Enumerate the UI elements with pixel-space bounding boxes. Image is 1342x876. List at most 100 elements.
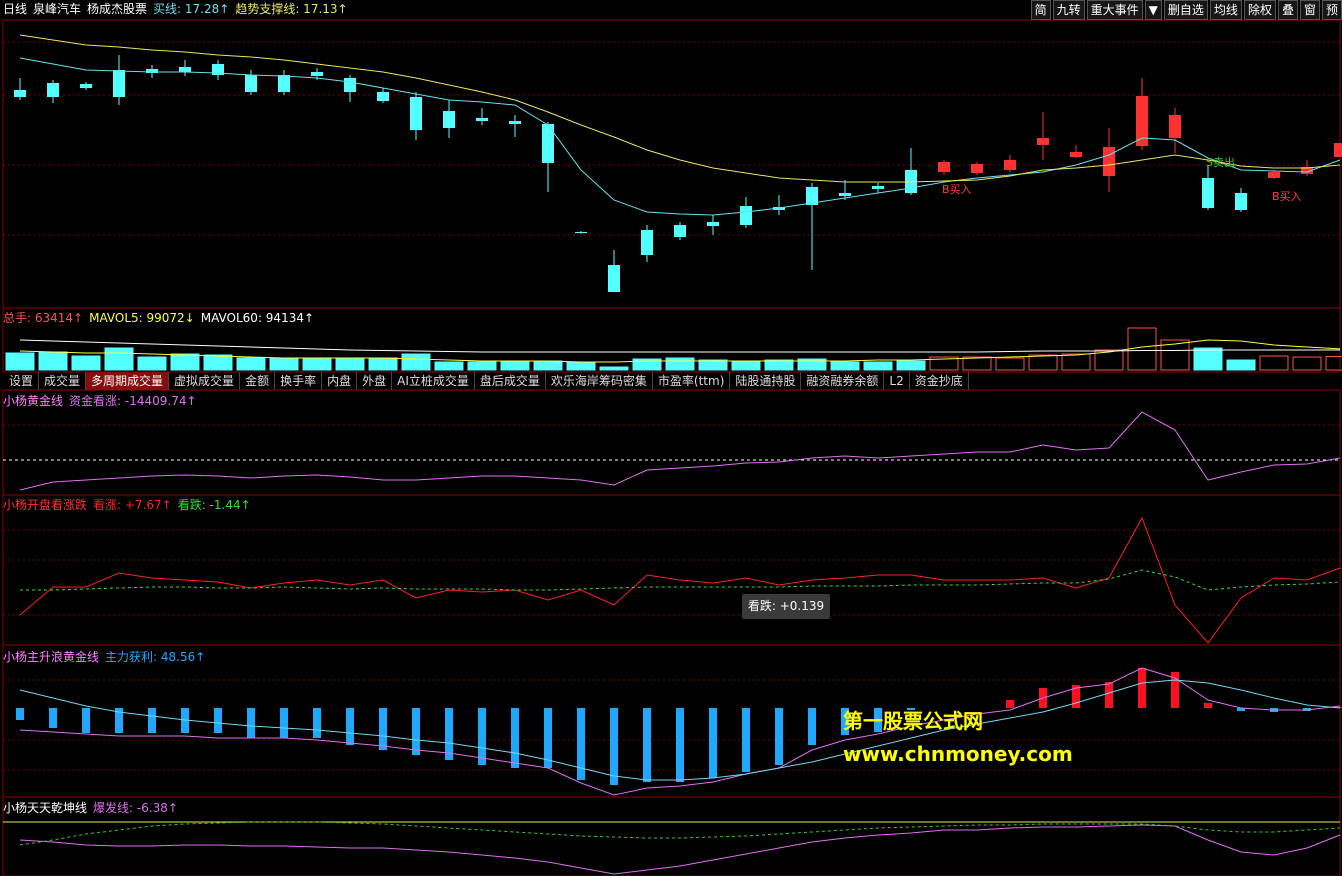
tab[interactable]: 盘后成交量 bbox=[475, 372, 546, 390]
toolbar-button[interactable]: 除权 bbox=[1243, 0, 1276, 20]
series-line bbox=[19, 824, 1341, 875]
legend-entry: 看跌: -1.44↑ bbox=[177, 498, 251, 512]
volume-bar bbox=[170, 353, 200, 371]
volume-bar bbox=[38, 351, 68, 371]
column-bar bbox=[676, 708, 684, 782]
candle-body bbox=[806, 187, 818, 205]
candle-body bbox=[278, 75, 290, 92]
toolbar-button[interactable]: 均线 bbox=[1209, 0, 1242, 20]
panel-frame bbox=[2, 307, 1341, 373]
volume-bar bbox=[236, 357, 266, 371]
tab[interactable]: AI立桩成交量 bbox=[392, 372, 475, 390]
toolbar-button[interactable]: 叠 bbox=[1277, 0, 1298, 20]
column-bar bbox=[610, 708, 618, 785]
volume-bar bbox=[1325, 356, 1342, 371]
candle-body bbox=[509, 121, 521, 124]
tab[interactable]: 市盈率(ttm) bbox=[653, 372, 731, 390]
toolbar-button[interactable]: 简 bbox=[1030, 0, 1051, 20]
column-bar bbox=[280, 708, 288, 738]
toolbar-button[interactable]: 重大事件 bbox=[1086, 0, 1143, 20]
tab[interactable]: L2 bbox=[884, 372, 910, 390]
column-bar bbox=[412, 708, 420, 755]
annotation: B买入 bbox=[1272, 190, 1302, 203]
volume-bar bbox=[269, 357, 299, 371]
legend-entry: MAVOL5: 99072↓ bbox=[89, 311, 195, 325]
candle-body bbox=[14, 90, 26, 97]
candle-body bbox=[311, 72, 323, 76]
panel-frame bbox=[2, 19, 1341, 309]
candle-body bbox=[971, 164, 983, 173]
toolbar-button[interactable]: 预 bbox=[1321, 0, 1342, 20]
candle-body bbox=[344, 78, 356, 92]
column-bar bbox=[313, 708, 321, 738]
header-title: 小杨黄金线 bbox=[3, 394, 64, 408]
candle-body bbox=[113, 70, 125, 97]
volume-bar bbox=[1127, 327, 1157, 371]
toolbar-button[interactable]: ▼ bbox=[1144, 0, 1162, 20]
column-bar bbox=[907, 708, 915, 710]
column-bar bbox=[577, 708, 585, 780]
column-bar bbox=[49, 708, 57, 728]
candle-body bbox=[575, 232, 587, 233]
volume-bar bbox=[896, 360, 926, 371]
tab[interactable]: 融资融券余额 bbox=[801, 372, 885, 390]
column-bar bbox=[148, 708, 156, 733]
volume-bar bbox=[533, 360, 563, 371]
series-line bbox=[19, 34, 1341, 183]
volume-bar bbox=[665, 357, 695, 371]
column-bar bbox=[445, 708, 453, 760]
candle-body bbox=[1268, 172, 1280, 178]
volume-bar bbox=[104, 347, 134, 371]
panel-header: 日线 泉峰汽车 杨成杰股票 买线: 17.28↑ 趋势支撑线: 17.13↑ bbox=[3, 2, 354, 16]
panel-frames bbox=[2, 19, 1341, 876]
header-title: 小杨开盘看涨跌 bbox=[3, 498, 88, 512]
toolbar-button[interactable]: 窗 bbox=[1299, 0, 1320, 20]
toolbar-button[interactable]: 删自选 bbox=[1163, 0, 1208, 20]
tab[interactable]: 成交量 bbox=[39, 372, 87, 390]
candle-body bbox=[443, 111, 455, 128]
column-bar bbox=[1204, 703, 1212, 708]
candle-body bbox=[1334, 143, 1342, 157]
panel-frame bbox=[2, 644, 1341, 798]
candle-body bbox=[410, 97, 422, 130]
column-bar bbox=[874, 708, 882, 732]
volume-bar bbox=[797, 358, 827, 371]
column-bar bbox=[346, 708, 354, 745]
tab[interactable]: 内盘 bbox=[322, 372, 358, 390]
volume-bar bbox=[1160, 339, 1190, 371]
panel-frame bbox=[2, 389, 1341, 496]
tab[interactable]: 虚拟成交量 bbox=[169, 372, 241, 390]
indicator-tabs: 设置 成交量 多周期成交量 虚拟成交量 金额 换手率 内盘 外盘 AI立桩成交量 盘后成交量 欢乐海… bbox=[4, 372, 969, 390]
tab[interactable]: 换手率 bbox=[275, 372, 323, 390]
candle-body bbox=[674, 225, 686, 237]
volume-bar bbox=[368, 357, 398, 371]
candle-body bbox=[872, 186, 884, 189]
panel-header: 总手: 63414↑ MAVOL5: 99072↓ MAVOL60: 94134↑ bbox=[3, 311, 320, 325]
candle-body bbox=[1004, 160, 1016, 170]
candle-body bbox=[938, 162, 950, 172]
volume-bar bbox=[698, 359, 728, 371]
column-bar bbox=[808, 708, 816, 745]
series-line bbox=[20, 569, 1341, 591]
candle-body bbox=[146, 69, 158, 73]
tab[interactable]: 外盘 bbox=[357, 372, 393, 390]
tab[interactable]: 设置 bbox=[4, 372, 40, 390]
tab[interactable]: 多周期成交量 bbox=[86, 372, 170, 390]
tab[interactable]: 欢乐海岸筹码密集 bbox=[546, 372, 653, 390]
tab[interactable]: 金额 bbox=[240, 372, 276, 390]
candle-body bbox=[476, 118, 488, 121]
column-bar bbox=[742, 708, 750, 772]
tab[interactable]: 资金抄底 bbox=[910, 372, 969, 390]
volume-bar bbox=[1292, 356, 1322, 371]
column-bar bbox=[544, 708, 552, 768]
column-bar bbox=[379, 708, 387, 750]
column-bar bbox=[841, 708, 849, 735]
toolbar-button[interactable]: 九转 bbox=[1052, 0, 1085, 20]
column-bar bbox=[247, 708, 255, 738]
candle-body bbox=[80, 84, 92, 88]
tab[interactable]: 陆股通持股 bbox=[730, 372, 802, 390]
candle-body bbox=[212, 64, 224, 75]
column-bar bbox=[1072, 685, 1080, 708]
volume-bar bbox=[962, 356, 992, 371]
